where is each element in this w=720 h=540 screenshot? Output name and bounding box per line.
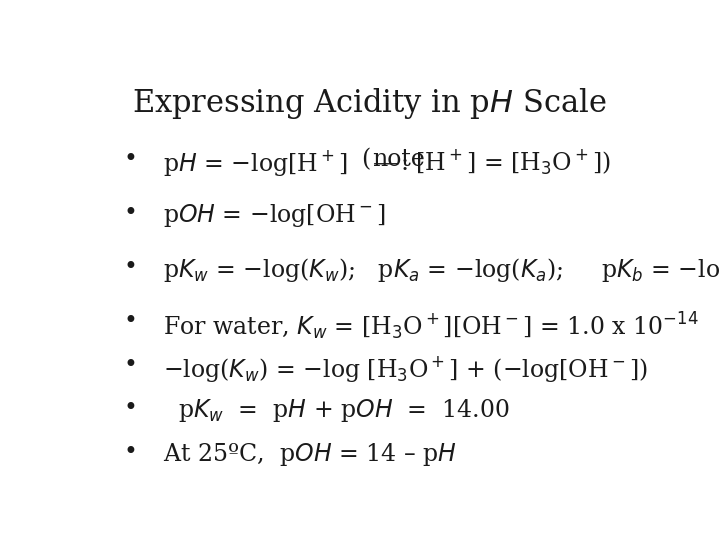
Text: •: • bbox=[124, 441, 138, 464]
Text: •: • bbox=[124, 310, 138, 333]
Text: p$OH$ = $-$log[OH$^-$]: p$OH$ = $-$log[OH$^-$] bbox=[163, 202, 385, 229]
Text: •: • bbox=[124, 397, 138, 421]
Text: Expressing Acidity in p$H$ Scale: Expressing Acidity in p$H$ Scale bbox=[132, 85, 606, 120]
Text: note: note bbox=[372, 148, 425, 171]
Text: At 25ºC,  p$OH$ = 14 – p$H$: At 25ºC, p$OH$ = 14 – p$H$ bbox=[163, 441, 456, 468]
Text: p$K_w$  =  p$H$ + p$OH$  =  14.00: p$K_w$ = p$H$ + p$OH$ = 14.00 bbox=[163, 397, 509, 424]
Text: •: • bbox=[124, 354, 138, 377]
Text: For water, $K_w$ = [H$_3$O$^+$][OH$^-$] = 1.0 x 10$^{-14}$: For water, $K_w$ = [H$_3$O$^+$][OH$^-$] … bbox=[163, 310, 698, 341]
Text: p$K_w$ = $-$log($K_w$);   p$K_a$ = $-$log($K_a$);     p$K_b$ = $-$log($K_b$): p$K_w$ = $-$log($K_w$); p$K_a$ = $-$log(… bbox=[163, 256, 720, 284]
Text: $-$log($K_w$) = $-$log [H$_3$O$^+$] + ($-$log[OH$^-$]): $-$log($K_w$) = $-$log [H$_3$O$^+$] + ($… bbox=[163, 354, 647, 384]
Text: •: • bbox=[124, 148, 138, 171]
Text: •: • bbox=[124, 256, 138, 279]
Text: : [H$^+$] = [H$_3$O$^+$]): : [H$^+$] = [H$_3$O$^+$]) bbox=[400, 148, 611, 177]
Text: •: • bbox=[124, 202, 138, 225]
Text: (: ( bbox=[361, 148, 370, 171]
Text: p$H$ = $-$log[H$^+$]: p$H$ = $-$log[H$^+$] bbox=[163, 148, 347, 178]
